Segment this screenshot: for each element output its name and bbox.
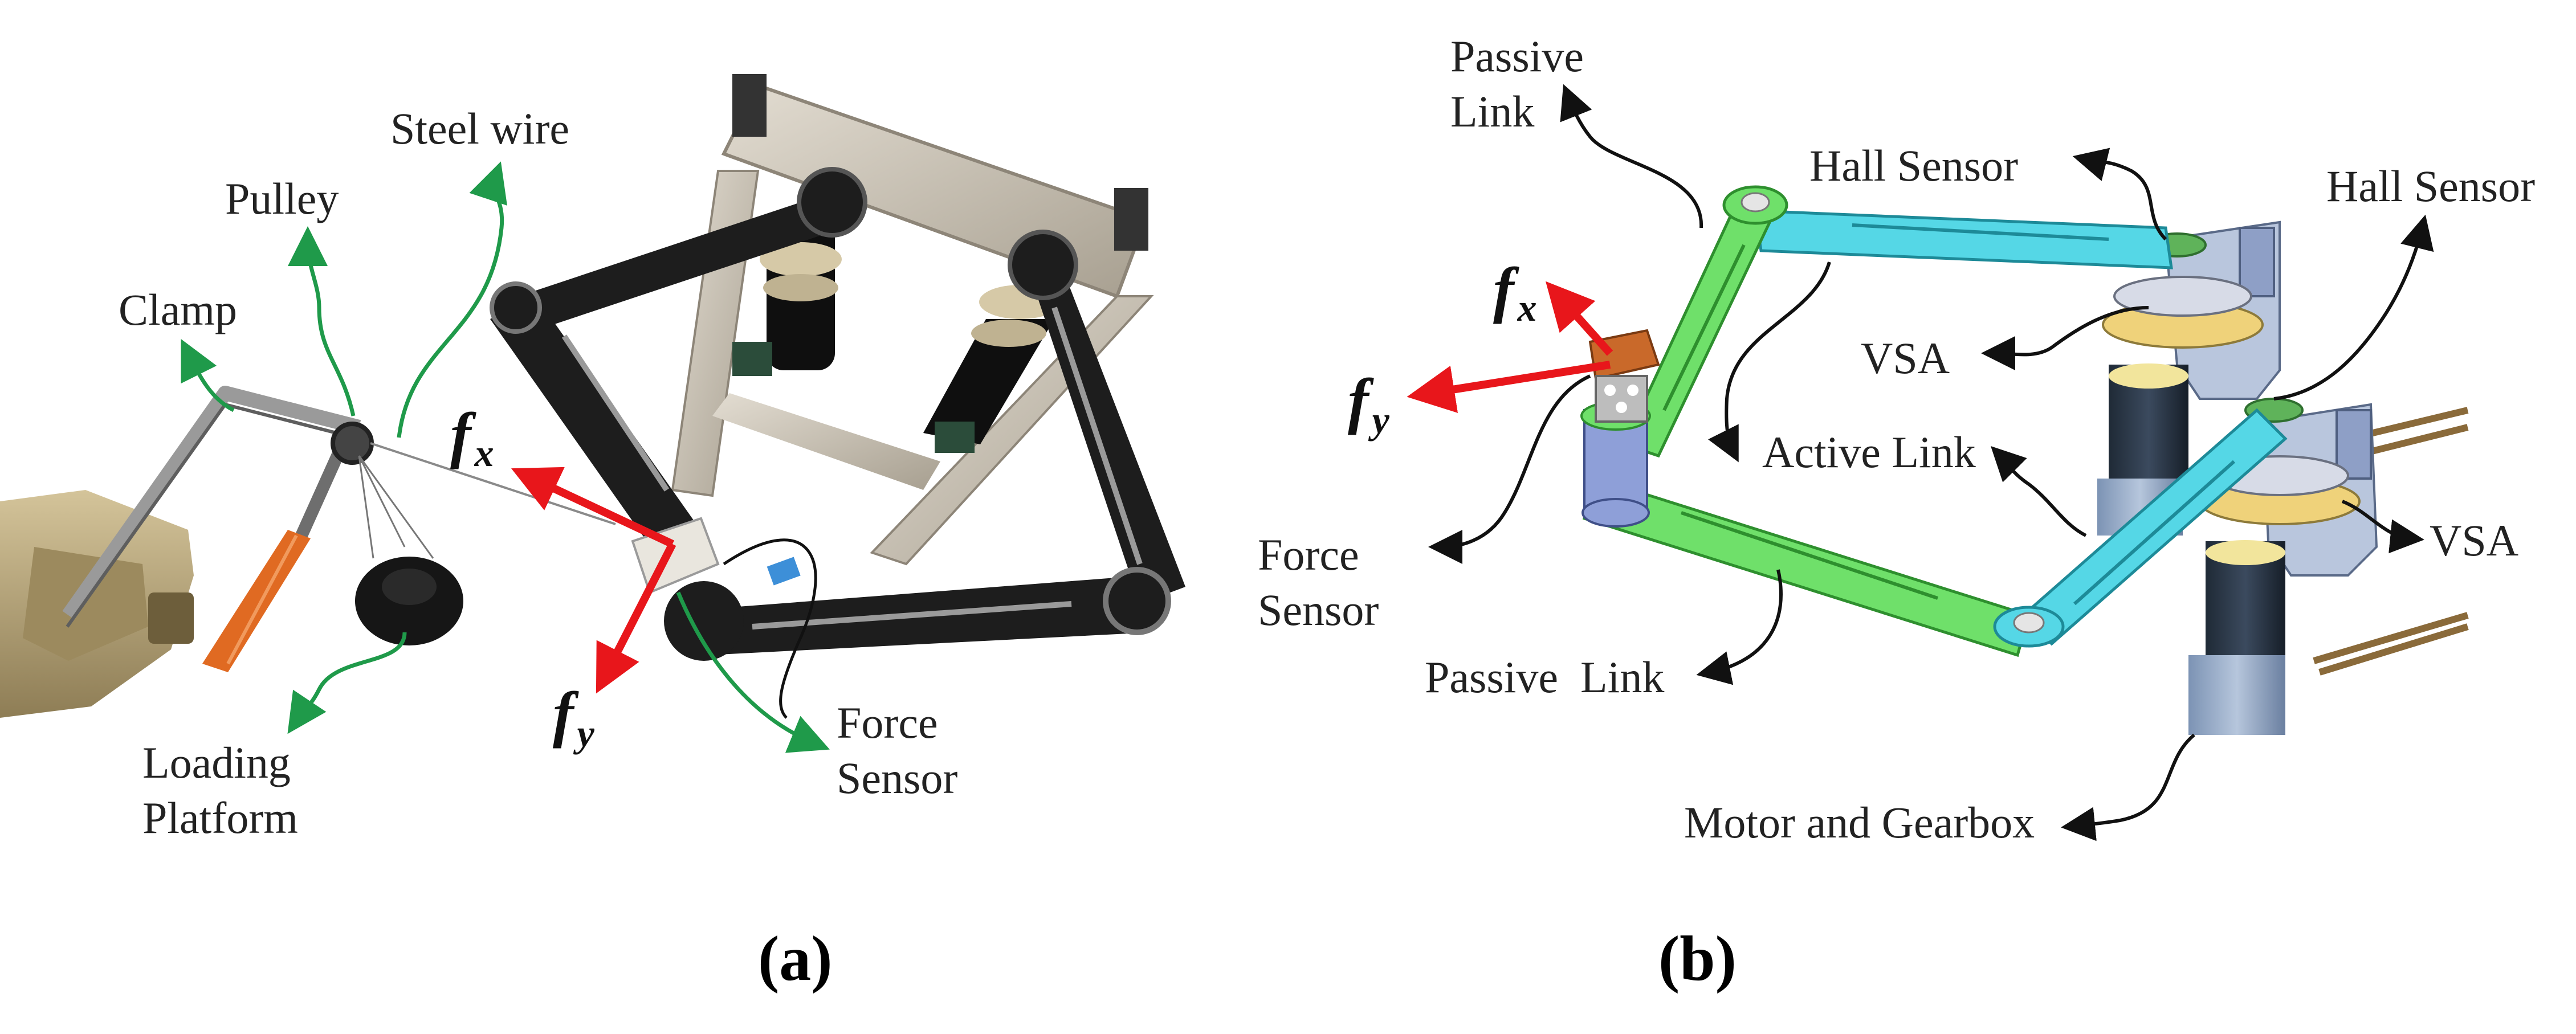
label-motor-gearbox: Motor and Gearbox xyxy=(1684,798,2035,847)
panel-a-photo: Steel wire Pulley Clamp Loading Platform… xyxy=(0,74,1185,994)
arrow-active-link-top xyxy=(1708,261,1831,463)
steel-wire xyxy=(370,442,616,525)
arrow-vsa-left xyxy=(1981,306,2149,371)
label-force-sensor-b-line1: Force xyxy=(1258,530,1359,579)
arrow-pulley xyxy=(288,226,356,416)
label-passive-link-top-line1: Passive xyxy=(1450,31,1584,81)
label-vsa-left: VSA xyxy=(1861,333,1950,383)
arrow-active-link-bottom xyxy=(1991,446,2087,537)
arrow-force-sensor xyxy=(676,591,830,753)
arrow-vsa-right xyxy=(2341,500,2424,554)
label-passive-link-top-line2: Link xyxy=(1450,87,1534,136)
caption-b: (b) xyxy=(1658,923,1737,994)
label-clamp: Clamp xyxy=(119,285,237,334)
force-vectors-a xyxy=(511,467,676,694)
arrow-force-sensor-b xyxy=(1428,374,1591,564)
black-leader-arrows xyxy=(1428,84,2434,841)
force-vector-fx-b xyxy=(1545,281,1613,356)
green-leader-arrows xyxy=(181,161,830,753)
label-force-sensor-b-line2: Sensor xyxy=(1258,585,1379,635)
label-passive-link-bottom: Passive Link xyxy=(1425,652,1664,702)
caption-a: (a) xyxy=(758,923,833,994)
arrow-motor-gearbox xyxy=(2061,733,2195,841)
label-active-link: Active Link xyxy=(1762,427,1976,477)
panel-b-cad: Passive Link Hall Sensor Hall Sensor VSA… xyxy=(1258,31,2535,994)
label-force-sensor-a-line2: Sensor xyxy=(837,753,957,803)
arrow-passive-link-top xyxy=(1560,84,1703,228)
actuator-column-right xyxy=(2188,398,2378,735)
label-hall-sensor-right: Hall Sensor xyxy=(2326,161,2535,211)
label-vsa-right: VSA xyxy=(2430,516,2518,565)
arrow-clamp xyxy=(181,338,235,412)
active-links xyxy=(1754,209,2288,646)
pulley xyxy=(331,422,374,465)
label-steel-wire: Steel wire xyxy=(390,104,569,153)
vise-base xyxy=(0,490,194,718)
arrow-hall-sensor-left xyxy=(2072,148,2167,241)
label-loading-platform-line2: Platform xyxy=(142,793,298,843)
clamp-screw xyxy=(202,430,354,672)
label-fx-b: fx xyxy=(1493,255,1537,329)
label-fy-b: fy xyxy=(1348,366,1390,442)
arrow-passive-link-bottom xyxy=(1696,569,1783,685)
arrow-loading-platform xyxy=(287,632,407,734)
force-vector-fy xyxy=(596,542,676,694)
arrow-steel-wire xyxy=(397,161,507,438)
joints xyxy=(1722,185,2065,648)
force-vectors-b xyxy=(1407,281,1613,413)
passive-links xyxy=(1582,197,2031,657)
force-vector-fx xyxy=(511,467,674,548)
label-force-sensor-a-line1: Force xyxy=(837,698,938,747)
label-loading-platform-line1: Loading xyxy=(142,738,291,787)
label-fy-a: fy xyxy=(553,679,595,755)
arrow-hall-sensor-right xyxy=(2273,214,2434,400)
motor-actuator-left xyxy=(732,216,842,376)
label-fx-a: fx xyxy=(450,400,494,475)
black-linkage xyxy=(490,167,1185,661)
end-effector xyxy=(1580,329,1660,528)
force-vector-fy-b xyxy=(1407,361,1611,413)
loading-weight xyxy=(355,455,463,645)
label-pulley: Pulley xyxy=(225,174,339,223)
label-hall-sensor-left: Hall Sensor xyxy=(1809,141,2018,190)
